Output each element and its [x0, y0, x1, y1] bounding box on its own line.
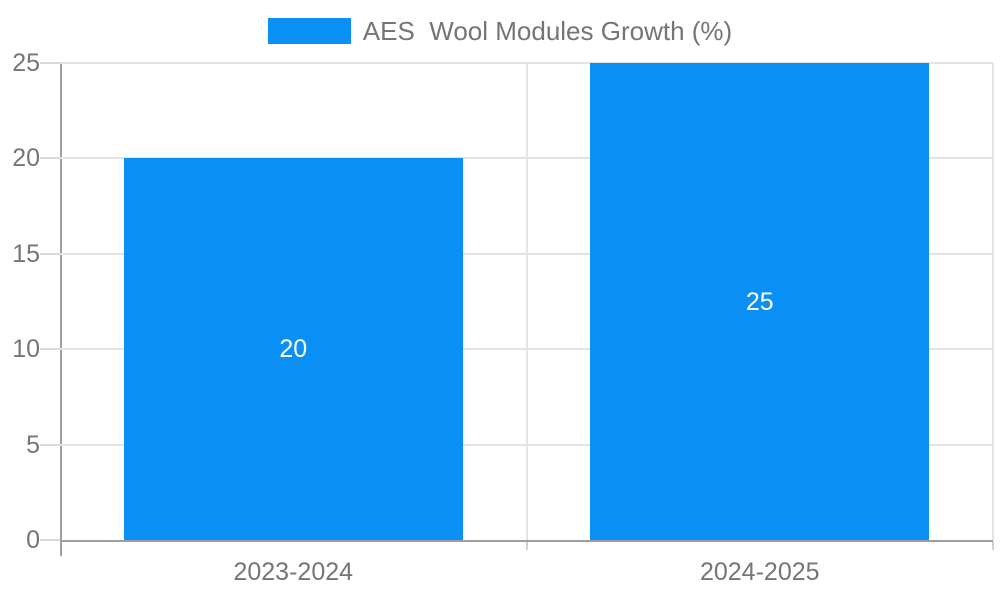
- y-axis-label: 25: [12, 49, 40, 77]
- bar-value-label: 20: [279, 335, 308, 364]
- y-axis-tick: [40, 252, 60, 255]
- y-axis-tick: [40, 157, 60, 160]
- gridline-vertical: [992, 63, 994, 540]
- plot-area: 20 25: [40, 62, 994, 556]
- legend-label[interactable]: AES Wool Modules Growth (%): [362, 16, 733, 46]
- x-axis-label: 2023-2024: [233, 558, 354, 586]
- gridline-vertical: [525, 63, 528, 540]
- y-axis-tick: [40, 348, 60, 351]
- bar-value-label: 25: [745, 287, 774, 316]
- legend-swatch[interactable]: [267, 18, 351, 44]
- y-axis-tick: [40, 539, 60, 541]
- y-axis-label: 20: [12, 144, 40, 173]
- legend: AES Wool Modules Growth (%): [0, 16, 1000, 46]
- x-axis-label: 2024-2025: [699, 558, 820, 586]
- y-axis-line: [60, 63, 62, 556]
- y-axis-tick: [40, 62, 60, 64]
- x-axis-tick: [525, 542, 528, 550]
- y-axis-label: 15: [12, 239, 40, 268]
- x-axis-line: [60, 540, 993, 542]
- y-axis-tick: [40, 443, 60, 446]
- bar-2023-2024[interactable]: 20: [123, 158, 463, 540]
- y-axis-label: 10: [12, 335, 40, 364]
- y-axis-label: 0: [26, 526, 40, 554]
- bar-2024-2025[interactable]: 25: [590, 63, 930, 540]
- y-axis-label: 5: [26, 430, 40, 459]
- x-axis-tick: [992, 542, 994, 550]
